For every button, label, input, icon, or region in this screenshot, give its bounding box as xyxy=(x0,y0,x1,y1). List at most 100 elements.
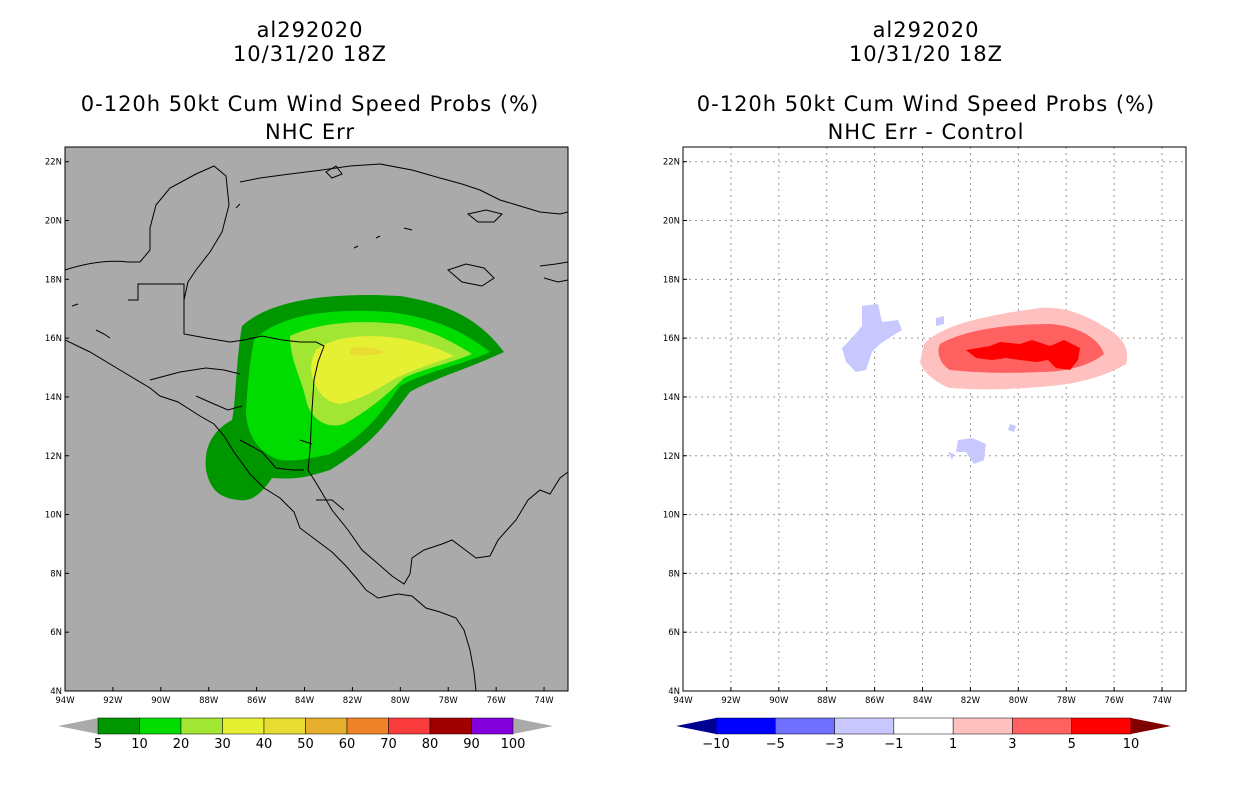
colorbar-swatch xyxy=(834,717,895,735)
colorbar-label: 90 xyxy=(463,737,480,752)
right-colorbar: −10 −5 −3 −1 1 3 5 10 xyxy=(676,717,1171,752)
diff-negative-patch xyxy=(1008,424,1016,432)
lon-tick-label: 94W xyxy=(55,696,75,706)
colorbar-label: 5 xyxy=(94,737,102,752)
lat-tick-label: 14N xyxy=(45,393,62,403)
colorbar-label: 80 xyxy=(422,737,439,752)
lat-tick-label: 12N xyxy=(45,452,62,462)
lat-tick-label: 14N xyxy=(663,393,680,403)
right-datetime: 10/31/20 18Z xyxy=(848,42,1004,66)
lat-tick-label: 4N xyxy=(668,687,680,697)
colorbar-swatch xyxy=(893,717,954,735)
diff-negative-patch xyxy=(936,316,944,326)
colorbar-label: 20 xyxy=(173,737,190,752)
lon-tick-label: 94W xyxy=(673,696,693,706)
right-gridlines xyxy=(683,147,1186,691)
colorbar-swatch xyxy=(775,717,835,735)
colorbar-swatch xyxy=(263,717,306,735)
lon-tick-label: 92W xyxy=(721,696,741,706)
lon-tick-label: 88W xyxy=(199,696,219,706)
colorbar-label: 40 xyxy=(256,737,273,752)
lon-tick-label: 76W xyxy=(487,696,507,706)
diff-negative-patch xyxy=(948,452,954,460)
right-map-panel: 94W 92W 90W 88W 86W 84W 82W 80W 78W 76W 74W 4N 6N 8N 1… xyxy=(663,146,1187,706)
colorbar-label: 1 xyxy=(949,737,957,752)
lat-tick-label: 22N xyxy=(663,158,680,168)
colorbar-label: 100 xyxy=(501,737,526,752)
lon-tick-label: 84W xyxy=(295,696,315,706)
lat-tick-label: 10N xyxy=(45,511,62,521)
lon-tick-label: 86W xyxy=(247,696,267,706)
lon-tick-label: 82W xyxy=(961,696,981,706)
colorbar-label: 30 xyxy=(214,737,231,752)
lon-tick-label: 78W xyxy=(1057,696,1077,706)
lat-tick-label: 16N xyxy=(663,334,680,344)
colorbar-swatch xyxy=(471,717,514,735)
right-title-block: al292020 10/31/20 18Z 0-120h 50kt Cum Wi… xyxy=(676,18,1176,116)
lat-tick-label: 12N xyxy=(663,452,680,462)
lon-tick-label: 86W xyxy=(865,696,885,706)
left-probability-field xyxy=(205,295,504,501)
left-axis-ticks: 94W 92W 90W 88W 86W 84W 82W 80W 78W 76W 74W 4N 6N 8N 1… xyxy=(45,158,554,706)
lon-tick-label: 74W xyxy=(1152,696,1172,706)
left-product-title: 0-120h 50kt Cum Wind Speed Probs (%) xyxy=(80,92,540,116)
left-colorbar: 5 10 20 30 40 50 60 70 80 90 100 xyxy=(58,717,553,752)
colorbar-swatch xyxy=(305,717,348,735)
lon-tick-label: 88W xyxy=(817,696,837,706)
colorbar-swatch xyxy=(429,717,472,735)
left-map-panel: 94W 92W 90W 88W 86W 84W 82W 80W 78W 76W 74W 4N 6N 8N 1… xyxy=(45,146,569,706)
colorbar-swatch xyxy=(715,717,776,735)
left-storm-id: al292020 xyxy=(256,18,364,42)
colorbar-label: 10 xyxy=(1123,737,1140,752)
lat-tick-label: 8N xyxy=(668,569,680,579)
prob-contour-40 xyxy=(350,347,386,356)
colorbar-label: −5 xyxy=(766,737,785,752)
lon-tick-label: 90W xyxy=(151,696,171,706)
lat-tick-label: 20N xyxy=(663,217,680,227)
lat-tick-label: 10N xyxy=(663,511,680,521)
colorbar-swatch xyxy=(952,717,1013,735)
right-map-background xyxy=(683,147,1186,691)
colorbar-swatch xyxy=(346,717,389,735)
colorbar-underflow xyxy=(676,718,716,734)
lon-tick-label: 78W xyxy=(439,696,459,706)
colorbar-swatch xyxy=(222,717,265,735)
colorbar-swatch xyxy=(180,717,223,735)
lat-tick-label: 18N xyxy=(663,275,680,285)
lat-tick-label: 16N xyxy=(45,334,62,344)
lat-tick-label: 18N xyxy=(45,275,62,285)
colorbar-underflow xyxy=(58,718,98,734)
prob-contour-30 xyxy=(311,336,454,404)
colorbar-swatch xyxy=(388,717,431,735)
lat-tick-label: 6N xyxy=(50,628,62,638)
lat-tick-label: 22N xyxy=(45,158,62,168)
right-subtitle: NHC Err - Control xyxy=(827,120,1025,144)
colorbar-label: 50 xyxy=(297,737,314,752)
diff-negative-patch xyxy=(842,304,902,372)
colorbar-overflow xyxy=(513,718,553,734)
colorbar-label: −10 xyxy=(702,737,729,752)
colorbar-label: 60 xyxy=(339,737,356,752)
diff-negative-patch xyxy=(956,438,986,464)
right-map-frame xyxy=(682,146,1187,692)
left-datetime: 10/31/20 18Z xyxy=(232,42,388,66)
right-product-title: 0-120h 50kt Cum Wind Speed Probs (%) xyxy=(696,92,1156,116)
left-map-frame xyxy=(64,146,569,692)
colorbar-swatch xyxy=(139,717,182,735)
lon-tick-label: 74W xyxy=(534,696,554,706)
colorbar-label: 5 xyxy=(1068,737,1076,752)
colorbar-swatch xyxy=(1012,717,1072,735)
left-subtitle: NHC Err xyxy=(264,120,355,144)
lon-tick-label: 80W xyxy=(391,696,411,706)
lon-tick-label: 82W xyxy=(343,696,363,706)
colorbar-swatch xyxy=(97,717,140,735)
diff-positive-5 xyxy=(966,340,1080,370)
right-storm-id: al292020 xyxy=(872,18,980,42)
left-title-block: al292020 10/31/20 18Z 0-120h 50kt Cum Wi… xyxy=(60,18,560,116)
right-difference-field xyxy=(842,304,1128,464)
colorbar-label: 10 xyxy=(131,737,148,752)
lon-tick-label: 80W xyxy=(1009,696,1029,706)
lat-tick-label: 20N xyxy=(45,217,62,227)
colorbar-swatch xyxy=(1071,717,1132,735)
